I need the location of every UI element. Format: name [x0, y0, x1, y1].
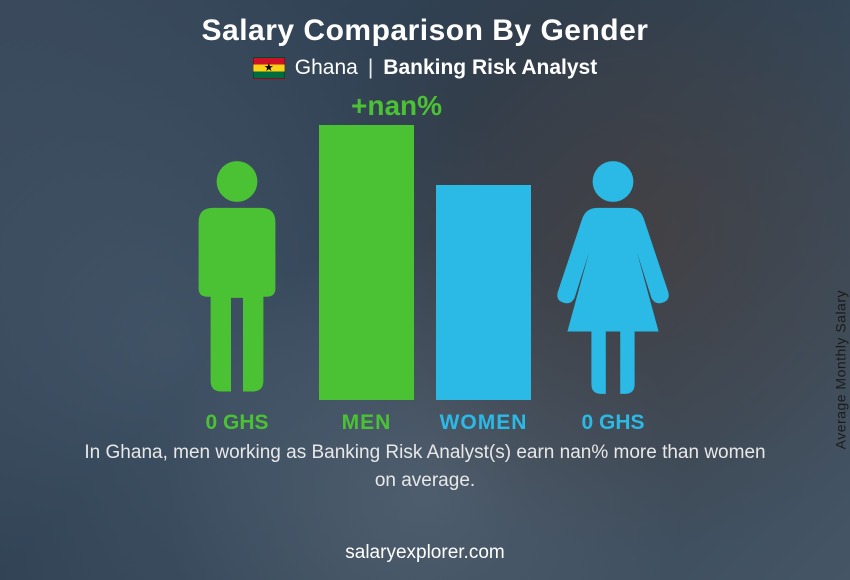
header: Salary Comparison By Gender Ghana | Bank…	[0, 0, 850, 80]
label-row: 0 GHS MEN WOMEN 0 GHS	[105, 411, 745, 435]
y-axis-label: Average Monthly Salary	[832, 290, 848, 449]
female-icon-col	[553, 155, 673, 400]
female-person-icon	[553, 155, 673, 400]
women-value: 0 GHS	[553, 411, 673, 435]
men-category-label: MEN	[319, 411, 414, 435]
page-title: Salary Comparison By Gender	[0, 14, 850, 48]
men-value: 0 GHS	[177, 411, 297, 435]
male-person-icon	[177, 155, 297, 400]
women-category-label: WOMEN	[436, 411, 531, 435]
country-label: Ghana	[295, 56, 358, 80]
chart: +nan% 0 GHS MEN WOMEN 0 GHS	[105, 90, 745, 435]
delta-label: +nan%	[351, 90, 442, 122]
footer-source: salaryexplorer.com	[0, 542, 850, 564]
job-title: Banking Risk Analyst	[383, 56, 597, 80]
caption: In Ghana, men working as Banking Risk An…	[0, 439, 850, 494]
bars-row	[105, 125, 745, 400]
separator: |	[368, 56, 373, 80]
subtitle: Ghana | Banking Risk Analyst	[0, 56, 850, 80]
bar-men	[319, 125, 414, 400]
ghana-flag-icon	[253, 57, 285, 79]
bar-women	[436, 185, 531, 400]
male-icon-col	[177, 155, 297, 400]
